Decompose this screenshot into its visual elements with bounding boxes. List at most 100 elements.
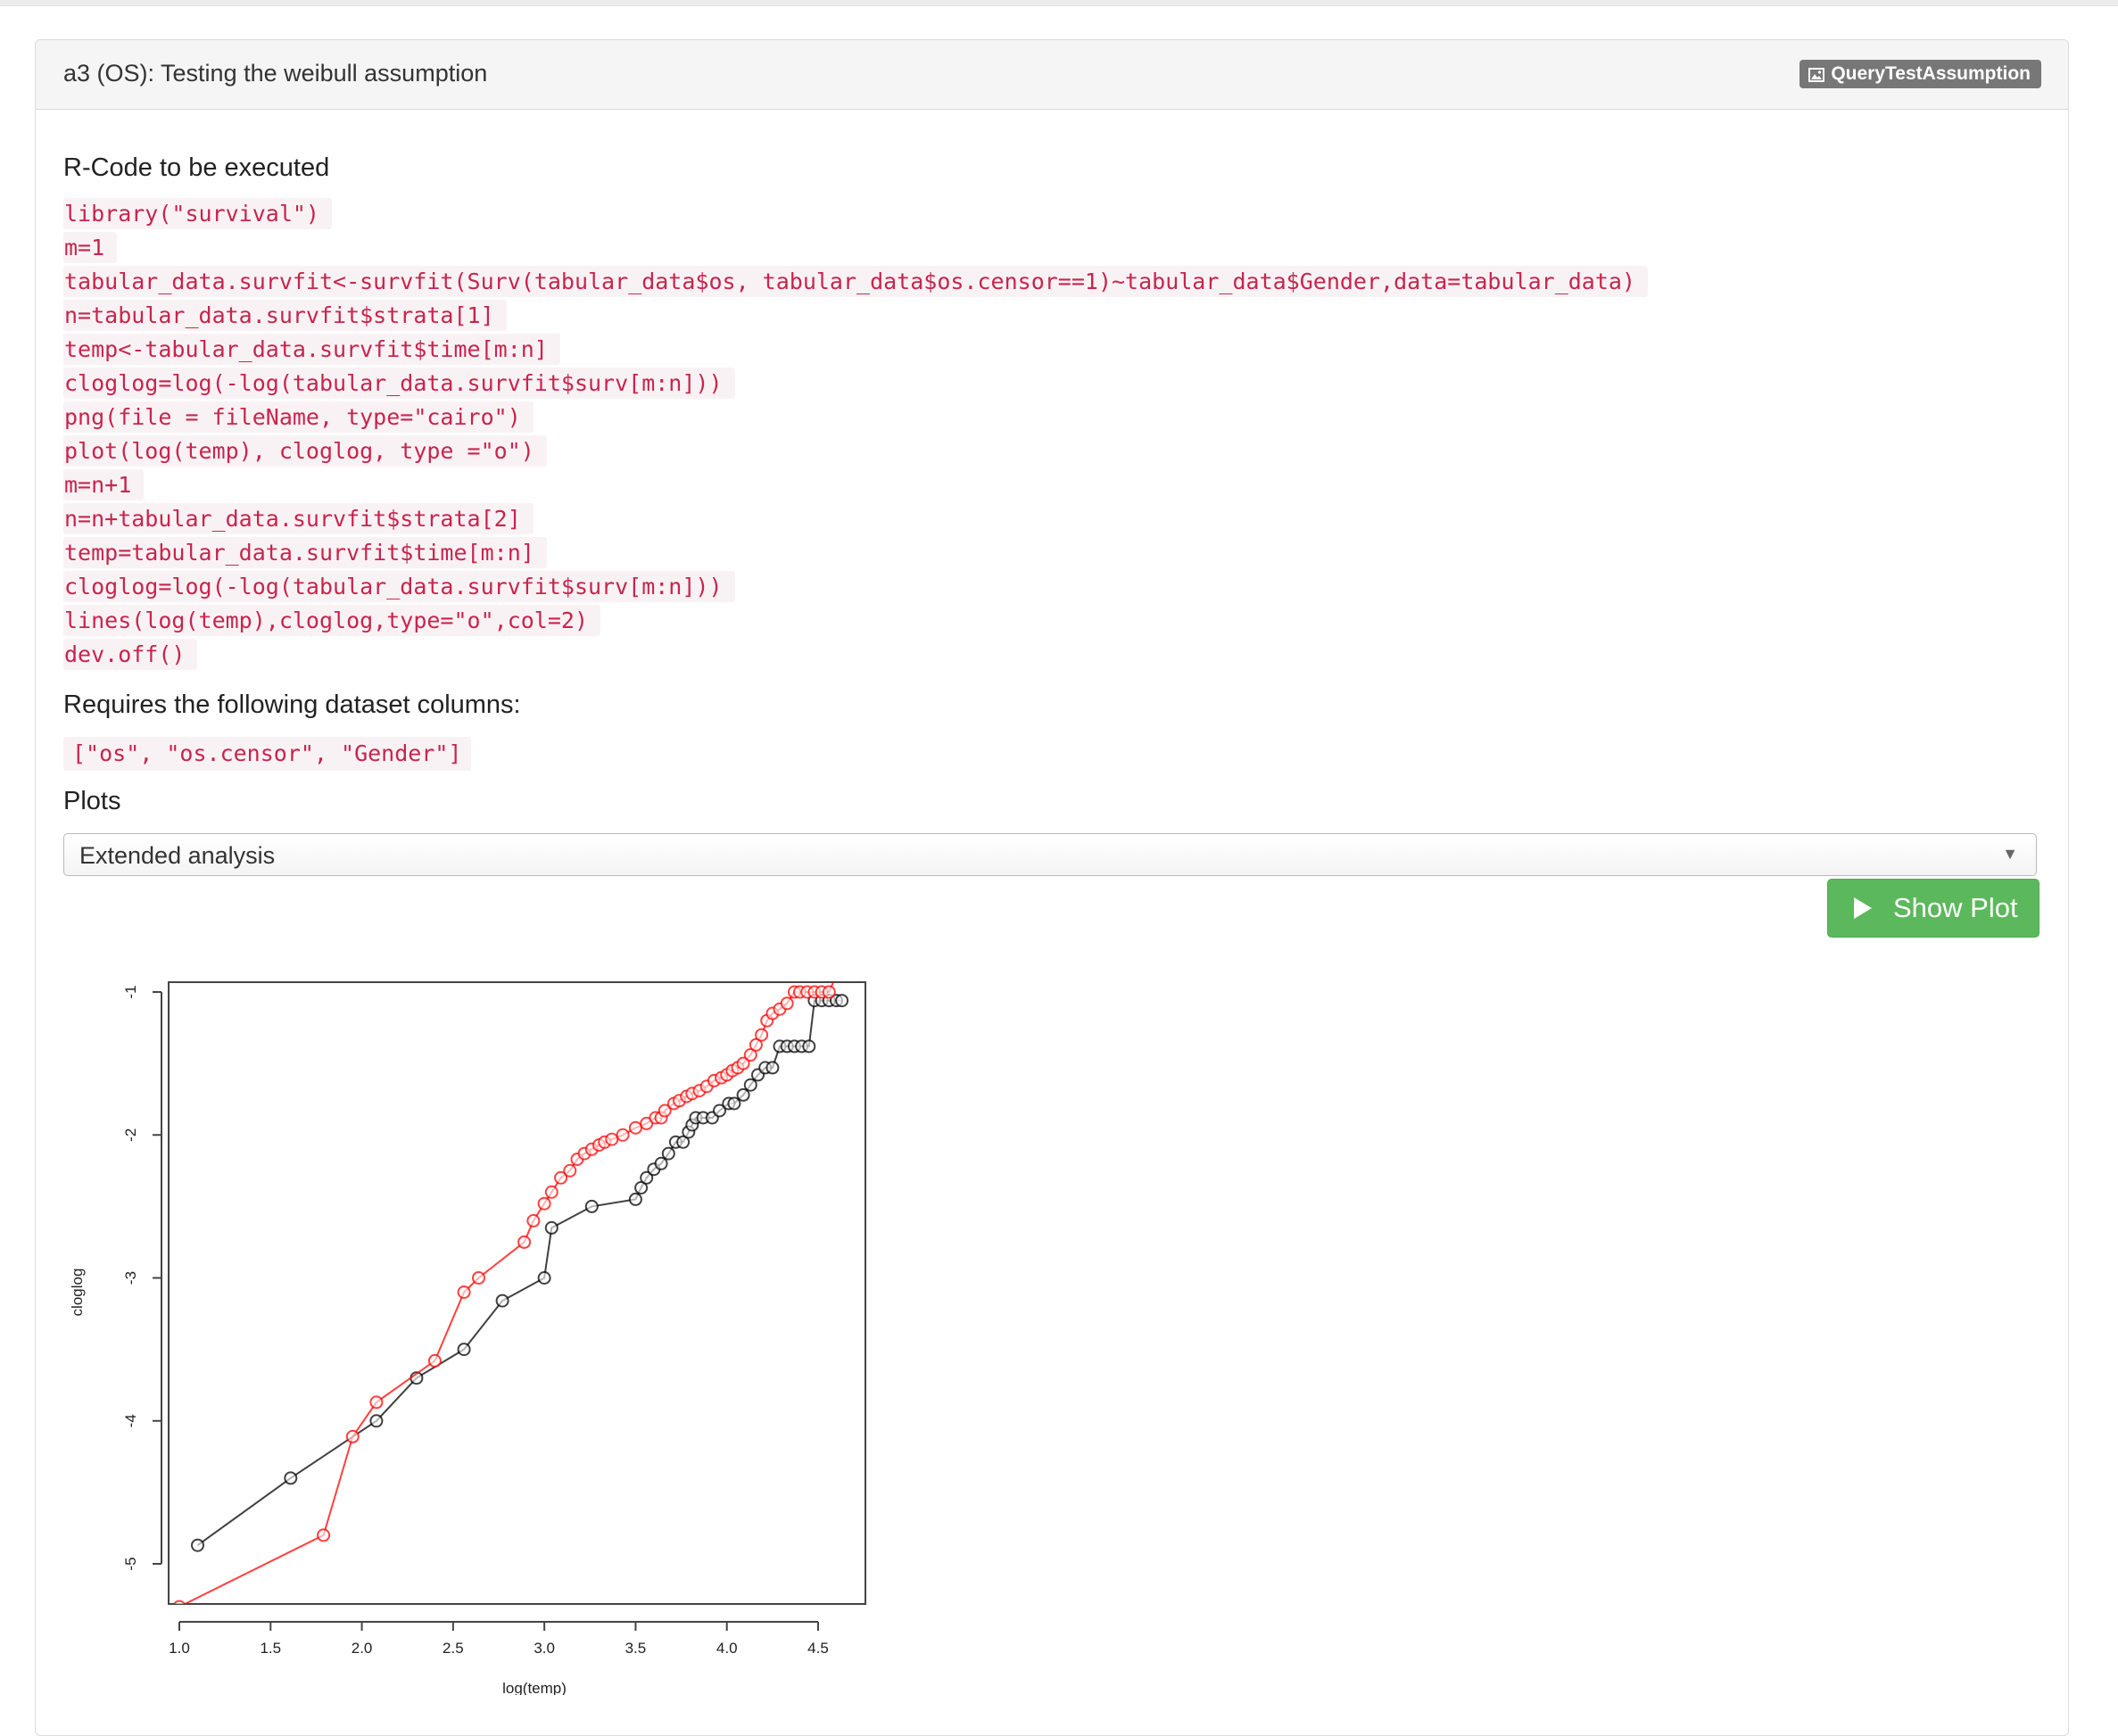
play-icon <box>1852 896 1874 928</box>
data-point <box>537 1196 551 1211</box>
data-point <box>605 1132 619 1146</box>
code-line: cloglog=log(-log(tabular_data.survfit$su… <box>63 368 1648 401</box>
data-point <box>457 1285 471 1299</box>
y-axis: -5 -4 -3 -2 -1 <box>122 985 162 1571</box>
data-point <box>369 1395 384 1409</box>
data-point <box>749 1037 763 1052</box>
data-point <box>736 1056 750 1071</box>
data-point <box>616 1128 630 1142</box>
plots-heading: Plots <box>63 787 121 815</box>
x-tick-label: 1.0 <box>169 1640 190 1657</box>
rcode-block: library("survival") m=1 tabular_data.survf… <box>63 198 1648 673</box>
panel-heading: a3 (OS): Testing the weibull assumption … <box>36 40 2068 110</box>
data-point <box>554 1170 568 1185</box>
show-plot-label: Show Plot <box>1893 892 2018 923</box>
data-point <box>658 1104 672 1118</box>
code-line: lines(log(temp),cloglog,type="o",col=2) <box>63 605 1648 639</box>
data-point <box>544 1185 558 1199</box>
code-line-text: n=n+tabular_data.survfit$strata[2] <box>63 503 534 534</box>
x-tick-label: 1.5 <box>260 1640 281 1657</box>
code-line-text: temp<-tabular_data.survfit$time[m:n] <box>63 334 560 365</box>
data-point <box>640 1170 654 1185</box>
code-line-text: tabular_data.survfit<-survfit(Surv(tabul… <box>63 266 1648 297</box>
x-tick-label: 3.5 <box>625 1640 647 1657</box>
x-tick-label: 2.0 <box>352 1640 373 1657</box>
code-line: plot(log(temp), cloglog, type ="o") <box>63 435 1648 469</box>
data-point <box>743 1048 757 1062</box>
code-line-text: plot(log(temp), cloglog, type ="o") <box>63 435 547 467</box>
triangle-down-icon: ▼ <box>2002 845 2018 863</box>
code-line: n=n+tabular_data.survfit$strata[2] <box>63 503 1648 537</box>
code-line: temp=tabular_data.survfit$time[m:n] <box>63 537 1648 571</box>
panel-title: a3 (OS): Testing the weibull assumption <box>63 60 488 87</box>
x-tick-label: 2.5 <box>443 1640 464 1657</box>
data-point <box>736 1087 750 1102</box>
data-point <box>584 1199 599 1213</box>
x-tick-label: 4.0 <box>716 1640 738 1657</box>
plot-type-selected: Extended analysis <box>79 842 276 869</box>
x-tick-label: 4.5 <box>807 1640 829 1657</box>
plot-box <box>168 981 866 1605</box>
code-line-text: png(file = fileName, type="cairo") <box>63 401 534 433</box>
y-tick-label: -3 <box>122 1271 139 1285</box>
code-line-text: temp=tabular_data.survfit$time[m:n] <box>63 537 547 568</box>
data-point <box>517 1235 532 1249</box>
x-axis: 1.0 1.5 2.0 2.5 3.0 3.5 4.0 4.5 <box>169 1621 829 1657</box>
columns-heading: Requires the following dataset columns: <box>63 690 521 719</box>
data-point <box>713 1104 726 1118</box>
data-point <box>495 1294 509 1308</box>
plot-series <box>173 969 849 1604</box>
x-axis-title: log(temp) <box>502 1680 567 1695</box>
data-point <box>802 1039 816 1054</box>
code-line: temp<-tabular_data.survfit$time[m:n] <box>63 334 1648 368</box>
y-tick-label: -4 <box>122 1414 139 1427</box>
query-type-badge: QueryTestAssumption <box>1799 60 2041 88</box>
show-plot-button[interactable]: Show Plot <box>1827 879 2039 938</box>
data-point <box>755 1028 769 1042</box>
series-red <box>173 969 842 1604</box>
required-columns-code: ["os", "os.censor", "Gender"] <box>63 737 471 771</box>
top-divider <box>0 0 2118 6</box>
y-tick-label: -5 <box>122 1557 139 1570</box>
code-line: cloglog=log(-log(tabular_data.survfit$su… <box>63 571 1648 605</box>
data-point <box>628 1120 642 1135</box>
data-point <box>191 1538 204 1552</box>
data-point <box>284 1471 298 1485</box>
y-tick-label: -2 <box>122 1128 139 1142</box>
code-line-text: n=tabular_data.survfit$strata[1] <box>63 300 507 331</box>
code-line-text: cloglog=log(-log(tabular_data.survfit$su… <box>63 368 735 399</box>
data-point <box>526 1213 541 1228</box>
badge-label: QueryTestAssumption <box>1831 63 2031 84</box>
data-point <box>727 1096 741 1111</box>
data-point <box>743 1078 757 1092</box>
code-line-text: m=n+1 <box>63 469 145 500</box>
plot-type-select[interactable]: Extended analysis ▼ <box>63 833 2037 876</box>
data-point <box>780 996 794 1011</box>
data-point <box>345 1429 360 1443</box>
data-point <box>765 1061 780 1075</box>
data-point <box>634 1181 649 1195</box>
data-point <box>544 1220 558 1235</box>
data-point <box>427 1353 442 1368</box>
code-line-text: dev.off() <box>63 639 198 670</box>
data-point <box>831 969 842 980</box>
code-line: dev.off() <box>63 639 1648 673</box>
data-point <box>654 1156 668 1170</box>
data-point <box>676 1135 691 1149</box>
code-line: m=1 <box>63 232 1648 266</box>
code-line: m=n+1 <box>63 469 1648 503</box>
picture-icon <box>1808 62 1825 91</box>
data-point <box>661 1146 675 1161</box>
code-line: tabular_data.survfit<-survfit(Surv(tabul… <box>63 266 1648 300</box>
x-tick-label: 3.0 <box>534 1640 555 1657</box>
cloglog-plot: 1.0 1.5 2.0 2.5 3.0 3.5 4.0 4.5 -5 -4 -3 -2 -1 log(… <box>69 969 866 1695</box>
series-black <box>191 994 849 1552</box>
data-point <box>563 1163 577 1178</box>
code-line-text: cloglog=log(-log(tabular_data.survfit$su… <box>63 571 735 602</box>
code-line-text: m=1 <box>63 232 118 263</box>
data-point <box>317 1528 331 1542</box>
data-point <box>537 1271 551 1285</box>
rcode-heading: R-Code to be executed <box>63 153 330 182</box>
data-point <box>822 985 836 999</box>
code-line: n=tabular_data.survfit$strata[1] <box>63 300 1648 334</box>
